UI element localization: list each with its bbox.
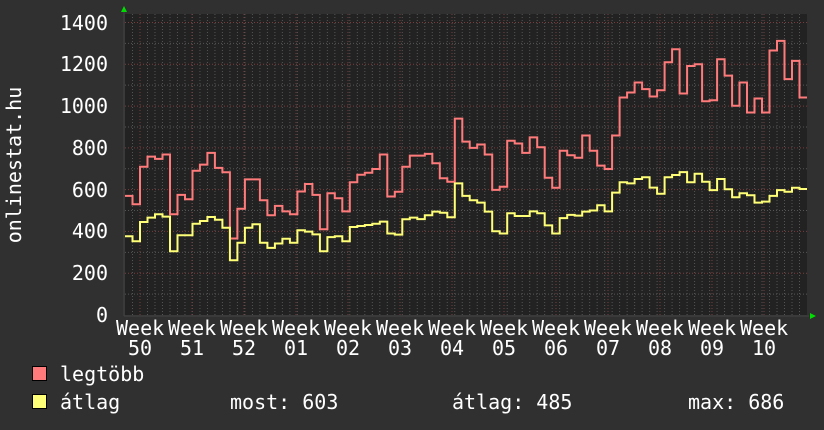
y-tick-label: 1000 (59, 94, 108, 119)
stat-max: max: 686 (688, 390, 785, 414)
y-tick-label: 200 (71, 261, 108, 286)
y-tick-label: 1400 (59, 10, 108, 35)
legend-swatch-atlag (32, 394, 47, 409)
stat-atlag: átlag: 485 (452, 390, 573, 414)
x-tick-label: Week 01 (272, 316, 321, 360)
series-line-atlag (125, 171, 807, 262)
x-tick-label: Week 08 (636, 316, 685, 360)
x-tick-label: Week 07 (584, 316, 633, 360)
x-tick-label: Week 02 (324, 316, 373, 360)
x-tick-label: Week 05 (480, 316, 529, 360)
x-tick-label: Week 50 (116, 316, 165, 360)
y-axis-title: onlinestat.hu (2, 86, 26, 244)
y-tick-label: 1200 (59, 52, 108, 77)
legend-label-legtobb: legtöbb (60, 362, 145, 386)
y-tick-label: 600 (71, 177, 108, 202)
x-tick-label: Week 03 (376, 316, 425, 360)
stat-most: most: 603 (230, 390, 339, 414)
x-tick-label: Week 09 (688, 316, 737, 360)
y-tick-label: 400 (71, 219, 108, 244)
legend-swatch-legtobb (32, 366, 47, 381)
y-tick-label: 0 (95, 303, 108, 327)
x-tick-label: Week 06 (532, 316, 581, 360)
x-tick-label: Week 51 (168, 316, 217, 360)
x-tick-label: Week 52 (220, 316, 269, 360)
legend-label-atlag: átlag (60, 390, 121, 414)
x-tick-label: Week 04 (428, 316, 477, 360)
x-axis-arrow (810, 313, 816, 319)
x-tick-label: Week 10 (740, 316, 789, 360)
plot-area (125, 14, 807, 315)
y-axis-arrow (121, 6, 127, 12)
series-line-legtobb (125, 39, 807, 240)
y-tick-label: 800 (71, 135, 108, 160)
